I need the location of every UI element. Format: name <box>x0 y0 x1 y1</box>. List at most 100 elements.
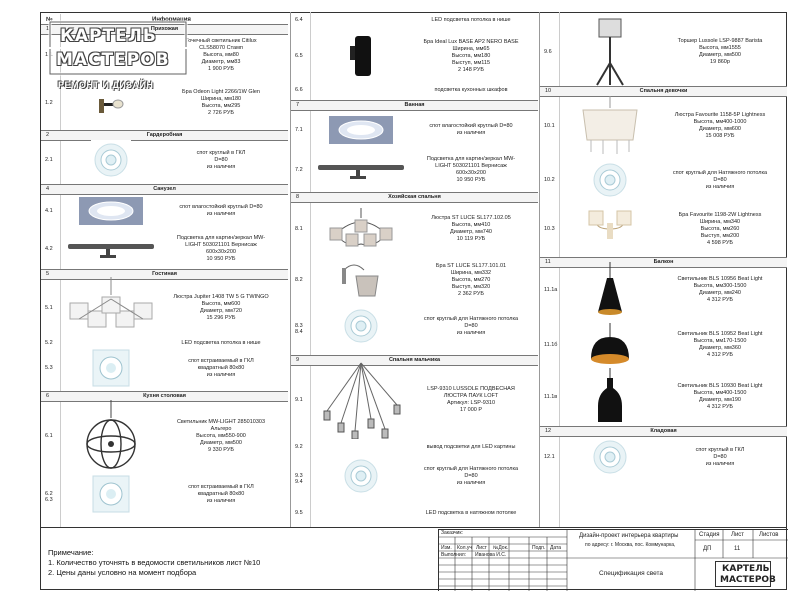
item-description: LED подсветка потолка в нише <box>181 339 261 346</box>
section-number: 6 <box>46 393 50 399</box>
sconce-shade-image <box>338 260 384 305</box>
section-title: Гостиная <box>152 271 177 277</box>
item-description: спот круглый для Натяжного потолка D=80 … <box>672 169 768 190</box>
item-number: 11.1a <box>544 287 558 293</box>
item-number: 4.2 <box>45 246 53 252</box>
black-cone-image <box>593 262 627 323</box>
divider <box>40 527 787 528</box>
stamp-sheet-label: Лист <box>731 532 745 538</box>
section-number: 5 <box>46 271 50 277</box>
item-number: 4.1 <box>45 208 53 214</box>
orb-image <box>81 400 141 477</box>
stamp-ndok: №Док. <box>493 545 509 551</box>
spider-image <box>321 361 401 444</box>
section-header: 12 Кладовая <box>540 426 787 437</box>
section-number: 9 <box>296 357 300 363</box>
panel-image <box>78 196 144 231</box>
cylinder-image <box>348 32 374 85</box>
item-number: 9.6 <box>544 49 552 55</box>
item-number: 8.1 <box>295 226 303 232</box>
item-description: Люстра Favourite 1158-5P Lightness Высот… <box>674 112 766 139</box>
logo-line3: РЕМОНТ И ДИЗАЙН <box>58 80 154 90</box>
title-block: Заказчик: Изм. Кол.уч Лист №Док. Подп. Д… <box>438 529 788 591</box>
section-title: Балкон <box>653 259 674 265</box>
stamp-date: Дата <box>550 545 562 551</box>
item-number: 7.2 <box>295 167 303 173</box>
black-dome-image <box>585 323 635 372</box>
item-number: 10.2 <box>544 177 555 183</box>
section-header: 6 Кухня столовая <box>41 391 288 402</box>
item-number: 5.2 <box>45 340 53 346</box>
section-title: Ванная <box>404 102 425 108</box>
floor-lamp-image <box>591 17 629 92</box>
section-title: Прихожая <box>150 26 179 32</box>
item-description: Подсветка для картин/зеркал MW- LIGHT 50… <box>426 156 516 183</box>
item-description: Светильник MW-LIGHT 285010303 Альгеро Вы… <box>176 418 266 453</box>
item-description: спот круглый в ГКЛ D=80 из наличия <box>695 446 745 467</box>
section-title: Кухня столовая <box>143 393 186 399</box>
section-title: Санузел <box>153 186 176 192</box>
section-number: 12 <box>545 428 552 434</box>
section-number: 1 <box>46 26 50 32</box>
section-header: 10 Спальня девочки <box>540 86 787 97</box>
stamp-logo: КАРТЕЛЬ МАСТЕРОВ <box>715 561 776 587</box>
crystal-image <box>575 96 645 161</box>
item-description: спот круглый для Натяжного потолка D=80 … <box>423 315 519 336</box>
section-number: 2 <box>46 132 50 138</box>
item-description: Бра ST LUCE SL177.101.01 Ширина, мм332 В… <box>435 262 507 297</box>
stamp-logo-line2: МАСТЕРОВ <box>720 575 776 585</box>
panel-image <box>328 115 394 150</box>
item-number: 5.1 <box>45 305 53 311</box>
section-number: 8 <box>296 194 300 200</box>
stamp-customer: Заказчик: <box>441 530 463 536</box>
spot-image <box>590 160 630 205</box>
item-description: LSP-9310 LUSSOLE ПОДВЕСНАЯ ЛЮСТРА ПАУК L… <box>427 386 515 413</box>
stamp-author: Иванова И.С. <box>475 552 507 558</box>
section-title: Гардеробная <box>146 132 183 138</box>
stamp-project: Дизайн-проект интерьера квартиры <box>579 533 679 539</box>
item-description: спот влагостойкий круглый D=80 из наличи… <box>429 123 513 136</box>
black-bottle-image <box>595 368 625 431</box>
stamp-koluch: Кол.уч <box>457 545 472 551</box>
item-number: 9.1 <box>295 397 303 403</box>
item-description: спот влагостойкий круглый D=80 из наличи… <box>179 204 263 217</box>
spot-image <box>91 140 131 185</box>
item-description: подсветка кухонных шкафов <box>434 86 508 93</box>
item-description: Светильник BLS 10952 Beat Light Высота, … <box>677 331 763 358</box>
notes-line2: 2. Цены даны условно на момент подбора <box>48 568 197 577</box>
item-description: спот встраиваемый в ГКЛ квадратный 80x80… <box>188 483 254 504</box>
square-spot-image <box>91 474 131 519</box>
item-description: Светильник BLS 10956 Beat Light Высота, … <box>677 276 763 303</box>
header-info: Информация <box>152 17 191 23</box>
item-description: Торшер Lussole LSP-9887 Barista Высота, … <box>677 38 763 65</box>
section-number: 11 <box>545 259 551 265</box>
bar-image <box>66 238 156 265</box>
section-header: 8 Хозяйская спальня <box>291 192 538 203</box>
item-number: 6.4 <box>295 17 303 23</box>
item-number: 9.2 <box>295 444 303 450</box>
spot-image <box>590 437 630 482</box>
bar-image <box>316 159 406 186</box>
item-number: 11.1в <box>544 394 558 400</box>
stamp-izm: Изм. <box>441 545 452 551</box>
section-header: 7 Ванная <box>291 100 538 111</box>
notes-title: Примечание: <box>48 548 94 557</box>
section-number: 10 <box>545 88 552 94</box>
item-description: спот круглый в ГКЛ D=80 из наличия <box>196 149 246 170</box>
stamp-logo-line1: КАРТЕЛЬ <box>722 564 770 574</box>
stamp-sheet-value: 11 <box>734 546 741 552</box>
item-number: 1.2 <box>45 100 53 106</box>
section-number: 4 <box>46 186 50 192</box>
item-number: 6.2 6.3 <box>45 491 53 503</box>
item-description: Бра Ideal Lux BASE AP2 NERO BASE Ширина,… <box>423 38 519 73</box>
notes-line1: 1. Количество уточнять в ведомости свети… <box>48 558 261 567</box>
square-spot-image <box>91 348 131 393</box>
spot-image <box>341 306 381 351</box>
item-number: 9.5 <box>295 510 303 516</box>
spot-image <box>341 456 381 501</box>
chandelier-shades-image <box>66 277 156 344</box>
item-number: 12.1 <box>544 454 555 460</box>
notes: Примечание: 1. Количество уточнять в вед… <box>48 548 260 578</box>
item-number: 10.3 <box>544 226 555 232</box>
section-title: Кладовая <box>650 428 677 434</box>
